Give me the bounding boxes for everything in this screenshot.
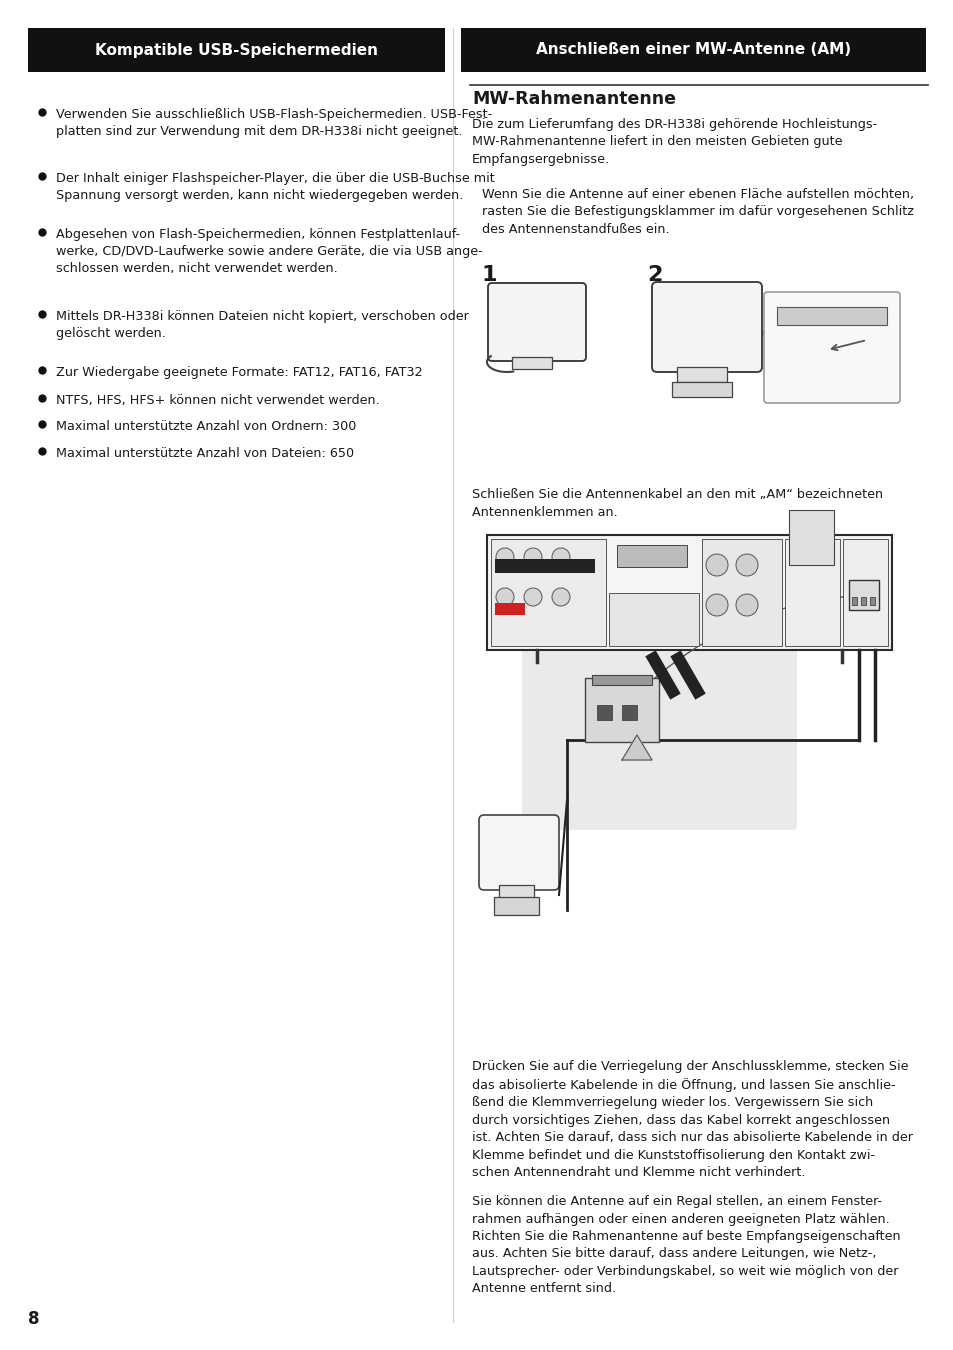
Bar [701, 539, 781, 647]
Text: Verwenden Sie ausschließlich USB-Flash-Speichermedien. USB-Fest-
platten sind zu: Verwenden Sie ausschließlich USB-Flash-S… [56, 108, 492, 138]
Text: Sie können die Antenne auf ein Regal stellen, an einem Fenster-
rahmen aufhängen: Sie können die Antenne auf ein Regal ste… [472, 1195, 900, 1296]
Circle shape [552, 589, 569, 606]
FancyBboxPatch shape [488, 284, 585, 360]
Text: MW-Rahmenantenne: MW-Rahmenantenne [472, 90, 676, 108]
Bar [861, 597, 865, 605]
Text: Drücken Sie auf die Verriegelung der Anschlussklemme, stecken Sie
das abisoliert: Drücken Sie auf die Verriegelung der Ans… [472, 1060, 912, 1180]
Bar [460, 28, 925, 72]
Bar [869, 597, 874, 605]
Bar [608, 593, 699, 647]
Bar [491, 539, 605, 647]
Bar [28, 28, 444, 72]
Circle shape [496, 548, 514, 566]
Bar [621, 705, 637, 720]
Text: Kompatible USB-Speichermedien: Kompatible USB-Speichermedien [95, 42, 377, 58]
Bar [677, 367, 726, 382]
Bar [851, 597, 856, 605]
Bar [592, 675, 651, 684]
Text: Zur Wiedergabe geeignete Formate: FAT12, FAT16, FAT32: Zur Wiedergabe geeignete Formate: FAT12,… [56, 366, 422, 379]
Polygon shape [621, 734, 651, 760]
Circle shape [552, 548, 569, 566]
Text: Maximal unterstützte Anzahl von Ordnern: 300: Maximal unterstützte Anzahl von Ordnern:… [56, 420, 356, 433]
Bar [617, 545, 686, 567]
Text: Der Inhalt einiger Flashspeicher-Player, die über die USB-Buchse mit
Spannung ve: Der Inhalt einiger Flashspeicher-Player,… [56, 171, 495, 201]
Bar [848, 580, 878, 610]
FancyBboxPatch shape [584, 678, 659, 743]
Text: 2: 2 [646, 265, 661, 285]
Bar [776, 306, 886, 325]
Text: 8: 8 [28, 1310, 39, 1328]
Bar [597, 705, 612, 720]
Circle shape [705, 594, 727, 616]
FancyBboxPatch shape [763, 292, 899, 404]
Bar [512, 356, 552, 369]
Circle shape [735, 554, 758, 576]
Text: 1: 1 [481, 265, 497, 285]
Bar [495, 559, 595, 572]
Bar [494, 896, 538, 915]
Circle shape [735, 594, 758, 616]
Text: Wenn Sie die Antenne auf einer ebenen Fläche aufstellen möchten,
rasten Sie die : Wenn Sie die Antenne auf einer ebenen Fl… [481, 188, 913, 236]
Text: NTFS, HFS, HFS+ können nicht verwendet werden.: NTFS, HFS, HFS+ können nicht verwendet w… [56, 394, 379, 406]
Bar [788, 510, 833, 566]
FancyBboxPatch shape [478, 815, 558, 890]
Circle shape [705, 554, 727, 576]
FancyBboxPatch shape [651, 282, 761, 373]
FancyBboxPatch shape [486, 535, 891, 649]
Text: Maximal unterstützte Anzahl von Dateien: 650: Maximal unterstützte Anzahl von Dateien:… [56, 447, 354, 460]
FancyBboxPatch shape [521, 634, 796, 830]
Bar [671, 382, 731, 397]
Circle shape [523, 548, 541, 566]
Bar [784, 539, 840, 647]
Bar [670, 651, 705, 699]
Text: Abgesehen von Flash-Speichermedien, können Festplattenlauf-
werke, CD/DVD-Laufwe: Abgesehen von Flash-Speichermedien, könn… [56, 228, 482, 274]
Bar [842, 539, 887, 647]
Bar [495, 603, 524, 616]
Circle shape [496, 589, 514, 606]
Text: Die zum Lieferumfang des DR-H338i gehörende Hochleistungs-
MW-Rahmenantenne lief: Die zum Lieferumfang des DR-H338i gehöre… [472, 117, 877, 166]
Text: Mittels DR-H338i können Dateien nicht kopiert, verschoben oder
gelöscht werden.: Mittels DR-H338i können Dateien nicht ko… [56, 310, 468, 340]
Text: Anschließen einer MW-Antenne (AM): Anschließen einer MW-Antenne (AM) [536, 42, 850, 58]
Bar [644, 651, 680, 699]
Circle shape [523, 589, 541, 606]
Bar [498, 886, 534, 900]
Text: Schließen Sie die Antennenkabel an den mit „AM“ bezeichneten
Antennenklemmen an.: Schließen Sie die Antennenkabel an den m… [472, 487, 882, 518]
